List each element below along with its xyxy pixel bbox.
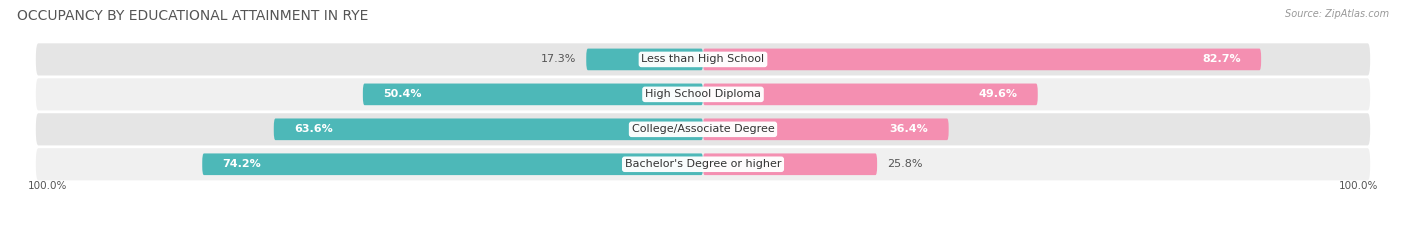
Text: College/Associate Degree: College/Associate Degree: [631, 124, 775, 134]
FancyBboxPatch shape: [703, 118, 949, 140]
FancyBboxPatch shape: [586, 49, 703, 70]
Text: High School Diploma: High School Diploma: [645, 89, 761, 99]
FancyBboxPatch shape: [703, 49, 1261, 70]
FancyBboxPatch shape: [274, 118, 703, 140]
FancyBboxPatch shape: [703, 84, 1038, 105]
Text: 63.6%: 63.6%: [294, 124, 333, 134]
Text: 49.6%: 49.6%: [979, 89, 1018, 99]
FancyBboxPatch shape: [35, 42, 1371, 76]
Text: 17.3%: 17.3%: [541, 55, 576, 64]
Text: 74.2%: 74.2%: [222, 159, 262, 169]
Text: Less than High School: Less than High School: [641, 55, 765, 64]
Text: 25.8%: 25.8%: [887, 159, 922, 169]
Text: OCCUPANCY BY EDUCATIONAL ATTAINMENT IN RYE: OCCUPANCY BY EDUCATIONAL ATTAINMENT IN R…: [17, 9, 368, 23]
Text: 100.0%: 100.0%: [1339, 181, 1378, 191]
FancyBboxPatch shape: [363, 84, 703, 105]
Text: Source: ZipAtlas.com: Source: ZipAtlas.com: [1285, 9, 1389, 19]
FancyBboxPatch shape: [35, 147, 1371, 182]
Text: 82.7%: 82.7%: [1202, 55, 1241, 64]
Text: 50.4%: 50.4%: [382, 89, 422, 99]
Text: 36.4%: 36.4%: [890, 124, 928, 134]
FancyBboxPatch shape: [35, 112, 1371, 147]
Legend: Owner-occupied, Renter-occupied: Owner-occupied, Renter-occupied: [586, 230, 820, 233]
FancyBboxPatch shape: [703, 154, 877, 175]
FancyBboxPatch shape: [35, 77, 1371, 112]
Text: Bachelor's Degree or higher: Bachelor's Degree or higher: [624, 159, 782, 169]
FancyBboxPatch shape: [202, 154, 703, 175]
Text: 100.0%: 100.0%: [28, 181, 67, 191]
